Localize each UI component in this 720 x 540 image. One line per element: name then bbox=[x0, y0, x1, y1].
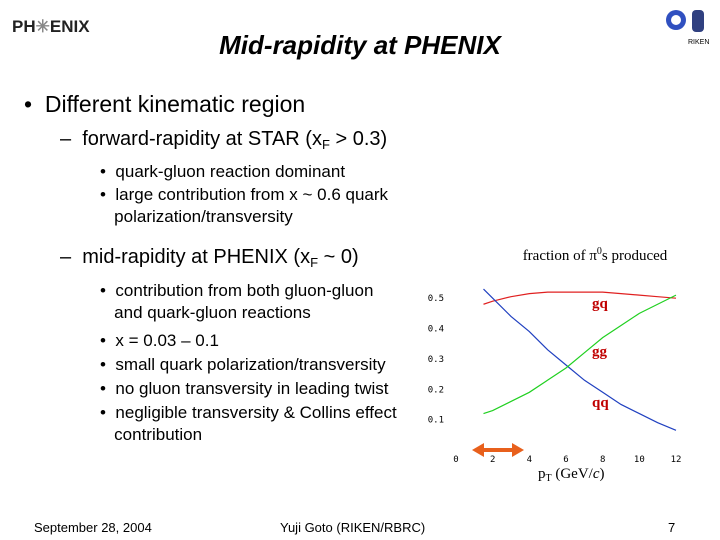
x-tick-label: 6 bbox=[563, 455, 568, 465]
slide-title: Mid-rapidity at PHENIX bbox=[219, 30, 501, 60]
x-tick-label: 0 bbox=[453, 455, 458, 465]
bullet-text: large contribution from x ~ 0.6 quark bbox=[115, 185, 389, 204]
bullet: • contribution from both gluon-gluon and… bbox=[100, 281, 374, 322]
superscript: 0 bbox=[597, 246, 602, 257]
logo-left: PH✳ENIX bbox=[12, 17, 90, 37]
subscript: T bbox=[546, 473, 552, 484]
subscript: F bbox=[321, 137, 330, 152]
x-tick-label: 12 bbox=[671, 455, 682, 465]
x-tick-label: 8 bbox=[600, 455, 605, 465]
bullet-text: x = 0.03 – 0.1 bbox=[115, 331, 219, 350]
bullet-text: negligible transversity & Collins effect bbox=[115, 403, 397, 422]
bullet-text: forward-rapidity at STAR (x bbox=[82, 128, 322, 150]
logo-text: PH bbox=[12, 17, 36, 36]
bullet: • large contribution from x ~ 0.6 quark … bbox=[100, 185, 389, 226]
logo-text: ENIX bbox=[49, 17, 90, 36]
x-tick-label: 10 bbox=[634, 455, 645, 465]
bullet: • Different kinematic region bbox=[24, 91, 306, 117]
chart-title-part: s produced bbox=[602, 248, 668, 264]
bullet-text: ~ 0) bbox=[323, 246, 359, 268]
footer-author: Yuji Goto (RIKEN/RBRC) bbox=[280, 520, 426, 535]
bullet-text: contribution from both gluon-gluon bbox=[115, 281, 374, 300]
bullet-text: quark-gluon reaction dominant bbox=[115, 162, 346, 181]
y-tick-label: 0.3 bbox=[428, 355, 444, 365]
series-line bbox=[483, 294, 677, 415]
x-tick-label: 2 bbox=[490, 455, 495, 465]
logo-text: RIKEN bbox=[688, 39, 709, 46]
footer-date: September 28, 2004 bbox=[34, 520, 152, 535]
bullet-text: mid-rapidity at PHENIX (x bbox=[82, 246, 311, 268]
logo-circle bbox=[671, 15, 681, 25]
x-tick-label: 4 bbox=[527, 455, 532, 465]
x-label-part: (GeV/ bbox=[552, 466, 594, 482]
bullet-text: contribution bbox=[114, 425, 203, 444]
y-tick-label: 0.2 bbox=[428, 385, 444, 395]
bullet: • negligible transversity & Collins effe… bbox=[100, 403, 397, 444]
x-label-part: p bbox=[538, 466, 546, 482]
chart-title-part: fraction of π bbox=[523, 248, 598, 264]
double-arrow bbox=[472, 443, 524, 457]
series-line bbox=[483, 288, 677, 431]
logo-right: RIKEN bbox=[666, 10, 709, 46]
bullet-text: and quark-gluon reactions bbox=[114, 303, 311, 322]
y-tick-label: 0.1 bbox=[428, 416, 444, 426]
logo-shape bbox=[692, 10, 704, 32]
x-axis-label: pT (GeV/c) bbox=[538, 466, 605, 484]
series-label: gg bbox=[592, 344, 608, 360]
subscript: F bbox=[310, 255, 319, 270]
bullet: – mid-rapidity at PHENIX (xF ~ 0) bbox=[60, 246, 359, 270]
y-tick-label: 0.4 bbox=[428, 325, 444, 335]
bullet: • quark-gluon reaction dominant bbox=[100, 162, 346, 181]
arrow-head bbox=[472, 443, 484, 457]
x-label-part: ) bbox=[600, 466, 605, 482]
bullet-text: Different kinematic region bbox=[44, 91, 306, 117]
bullet: • x = 0.03 – 0.1 bbox=[100, 331, 219, 350]
chart-title: fraction of π0s produced bbox=[523, 246, 668, 264]
bullet: • no gluon transversity in leading twist bbox=[100, 379, 389, 398]
bullet: – forward-rapidity at STAR (xF > 0.3) bbox=[60, 128, 388, 152]
x-label-part: c bbox=[593, 466, 600, 482]
series-label: qq bbox=[592, 395, 609, 411]
bullet-text: no gluon transversity in leading twist bbox=[115, 379, 389, 398]
y-tick-label: 0.5 bbox=[428, 294, 444, 304]
arrow-head bbox=[512, 443, 524, 457]
bullet: • small quark polarization/transversity bbox=[100, 355, 386, 374]
series-label: gq bbox=[592, 296, 609, 312]
bullet-text: small quark polarization/transversity bbox=[115, 355, 386, 374]
bullet-text: > 0.3) bbox=[335, 128, 388, 150]
bullet-text: polarization/transversity bbox=[114, 207, 293, 226]
footer-page: 7 bbox=[668, 520, 676, 535]
logo-star: ✳ bbox=[35, 17, 50, 36]
series-line bbox=[483, 291, 677, 305]
